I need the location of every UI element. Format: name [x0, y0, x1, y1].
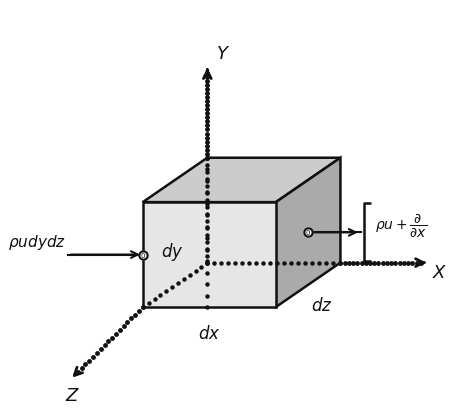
Text: $dy$: $dy$	[161, 240, 183, 262]
Text: $X$: $X$	[432, 264, 448, 282]
Polygon shape	[143, 158, 340, 202]
Text: $dx$: $dx$	[198, 324, 220, 342]
Text: $Y$: $Y$	[216, 45, 230, 63]
Text: 0: 0	[140, 252, 145, 258]
Text: $\rho u dy dz$: $\rho u dy dz$	[8, 232, 66, 251]
Text: $dz$: $dz$	[311, 296, 333, 314]
Polygon shape	[276, 158, 340, 307]
Polygon shape	[143, 202, 276, 307]
Text: $\rho u + \dfrac{\partial}{\partial x}$: $\rho u + \dfrac{\partial}{\partial x}$	[375, 211, 427, 239]
Text: 0: 0	[306, 230, 310, 236]
Text: $Z$: $Z$	[64, 386, 80, 404]
